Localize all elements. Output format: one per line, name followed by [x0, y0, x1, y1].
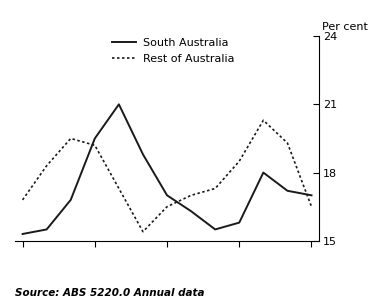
Rest of Australia — [93, 144, 97, 147]
Rest of Australia — [237, 160, 242, 163]
South Australia — [117, 103, 121, 106]
Rest of Australia — [189, 194, 194, 197]
Rest of Australia — [68, 137, 73, 140]
South Australia — [93, 137, 97, 140]
South Australia — [68, 198, 73, 202]
Legend: South Australia, Rest of Australia: South Australia, Rest of Australia — [112, 38, 234, 64]
South Australia — [189, 209, 194, 213]
Rest of Australia — [213, 187, 217, 190]
Rest of Australia — [165, 205, 169, 209]
South Australia — [261, 171, 266, 174]
South Australia — [141, 153, 145, 156]
Rest of Australia — [45, 164, 49, 168]
South Australia — [165, 194, 169, 197]
South Australia — [237, 221, 242, 225]
South Australia — [45, 228, 49, 231]
Text: Source: ABS 5220.0 Annual data: Source: ABS 5220.0 Annual data — [15, 288, 205, 298]
Rest of Australia — [309, 205, 314, 209]
Rest of Australia — [141, 230, 145, 234]
South Australia — [285, 189, 290, 193]
South Australia — [213, 228, 217, 231]
South Australia — [309, 194, 314, 197]
Line: Rest of Australia: Rest of Australia — [23, 120, 311, 232]
Text: Per cent: Per cent — [322, 22, 367, 32]
Rest of Australia — [261, 119, 266, 122]
Line: South Australia: South Australia — [23, 104, 311, 234]
Rest of Australia — [285, 141, 290, 145]
Rest of Australia — [20, 198, 25, 202]
South Australia — [20, 232, 25, 236]
Rest of Australia — [117, 187, 121, 190]
